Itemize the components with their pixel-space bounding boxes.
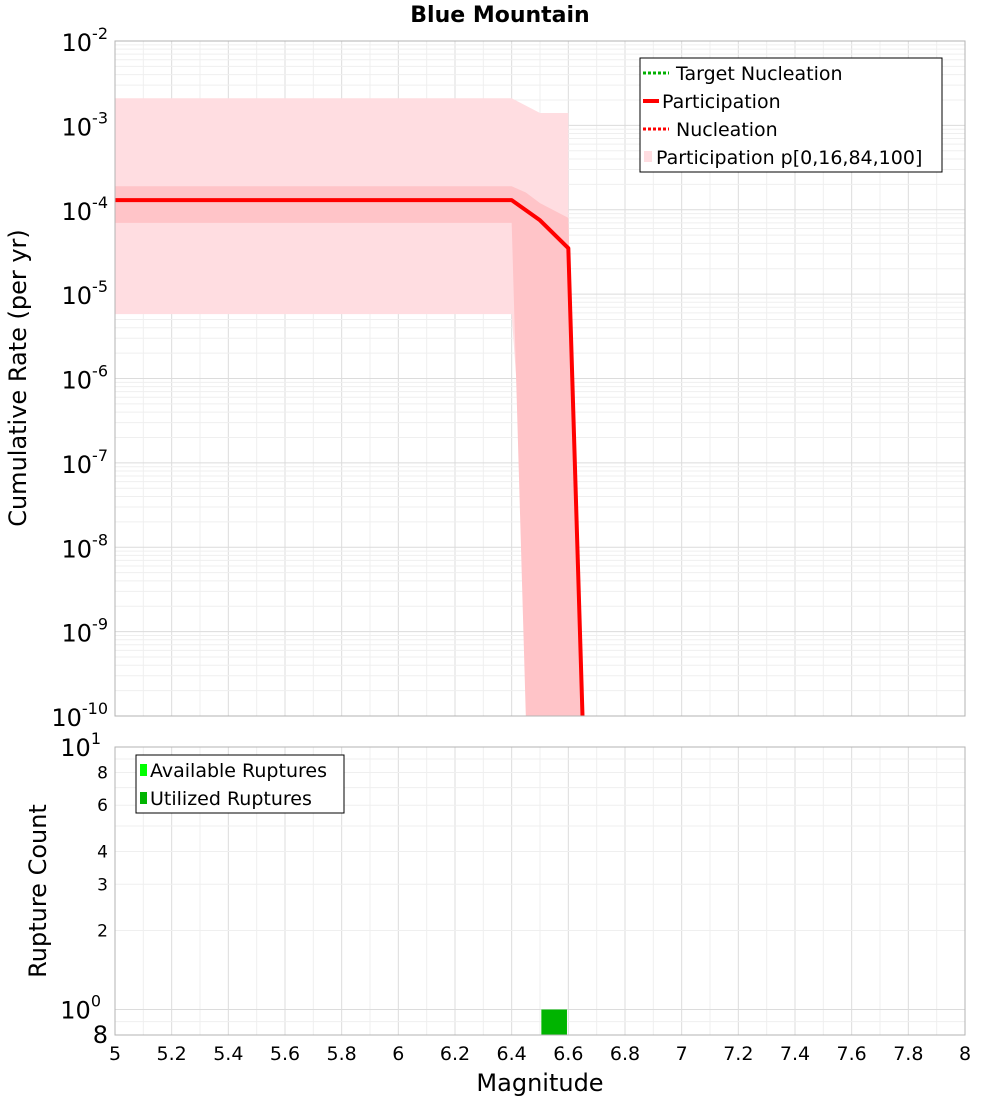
legend-participation-label: Participation: [662, 91, 781, 113]
top-bands: [115, 98, 583, 716]
x-tick-label: 7.2: [723, 1043, 753, 1065]
bottom-bars: [541, 1009, 567, 1035]
participation-band-outer: [115, 98, 569, 716]
legend-participation-band-swatch: [644, 151, 652, 162]
x-tick-label: 6.8: [610, 1043, 640, 1065]
x-tick-label: 6: [392, 1043, 404, 1065]
legend-nucleation-label: Nucleation: [676, 119, 778, 141]
legend-utilized-ruptures-label: Utilized Ruptures: [150, 788, 312, 810]
bottom-y-tick-label: 8: [93, 1021, 108, 1049]
top-y-tick-label: 10-2: [62, 24, 109, 57]
top-legend-box: [639, 57, 943, 173]
top-y-tick-label: 10-10: [51, 699, 108, 732]
top-y-tick-label: 10-8: [62, 530, 109, 563]
top-lines: [115, 198, 585, 717]
legend-target-nucleation-label: Target Nucleation: [675, 63, 843, 85]
participation-band-inner: [115, 186, 583, 716]
bottom-y-tick-label: 2: [97, 922, 108, 942]
x-tick-label: 6.2: [440, 1043, 470, 1065]
chart-title: Blue Mountain: [410, 3, 589, 28]
legend-available-ruptures-label: Available Ruptures: [150, 760, 327, 782]
x-tick-label: 5.8: [327, 1043, 357, 1065]
bottom-y-tick-label: 8: [97, 763, 108, 783]
x-axis-label: Magnitude: [476, 1069, 603, 1097]
bottom-y-major-tick-label: 100: [60, 992, 101, 1025]
top-y-axis-label: Cumulative Rate (per yr): [4, 229, 32, 527]
x-tick-label: 5.2: [157, 1043, 187, 1065]
x-tick-label: 7.6: [837, 1043, 867, 1065]
top-plot-panel: 10-2 10-3 10-4 10-5 10-6 10-7 10-8 10-9 10-10: [51, 24, 966, 732]
top-y-tick-label: 10-9: [62, 615, 109, 648]
x-tick-label: 5: [109, 1043, 121, 1065]
bottom-legend: Available Ruptures Utilized Ruptures: [135, 754, 345, 814]
utilized-ruptures-bar: [541, 1009, 567, 1035]
top-y-tick-labels: 10-2 10-3 10-4 10-5 10-6 10-7 10-8 10-9 10-10: [51, 24, 108, 732]
bottom-y-tick-label: 6: [97, 796, 108, 816]
top-y-tick-label: 10-6: [62, 362, 109, 395]
top-y-tick-label: 10-4: [62, 193, 109, 226]
x-tick-label: 7.8: [893, 1043, 923, 1065]
top-legend: Target Nucleation Participation Nucleati…: [639, 57, 943, 173]
legend-utilized-ruptures-swatch: [140, 792, 147, 804]
bottom-y-axis-label: Rupture Count: [24, 804, 52, 978]
x-tick-label: 6.6: [553, 1043, 583, 1065]
bottom-legend-box: [135, 754, 345, 814]
x-tick-label: 5.6: [270, 1043, 300, 1065]
top-y-tick-label: 10-7: [62, 446, 109, 479]
x-tick-label: 6.4: [497, 1043, 527, 1065]
bottom-y-major-tick-label: 101: [60, 729, 101, 762]
nucleation-line: [115, 198, 584, 717]
bottom-y-tick-label: 3: [97, 875, 108, 895]
x-tick-label: 7.4: [780, 1043, 810, 1065]
top-y-tick-label: 10-5: [62, 277, 109, 310]
x-tick-label: 5.4: [213, 1043, 243, 1065]
bottom-x-tick-labels: 5 5.2 5.4 5.6 5.8 6 6.2 6.4 6.6 6.8 7 7.2 7.4 7.6 7.8 8: [109, 1043, 971, 1065]
legend-participation-band-label: Participation p[0,16,84,100]: [656, 147, 922, 169]
bottom-plot-frame: [114, 746, 966, 1036]
top-y-tick-label: 10-3: [62, 108, 109, 141]
top-plot-frame: [114, 40, 966, 717]
bottom-y-tick-label: 4: [97, 842, 108, 862]
x-tick-label: 8: [959, 1043, 971, 1065]
x-tick-label: 7: [676, 1043, 688, 1065]
legend-available-ruptures-swatch: [140, 764, 147, 776]
